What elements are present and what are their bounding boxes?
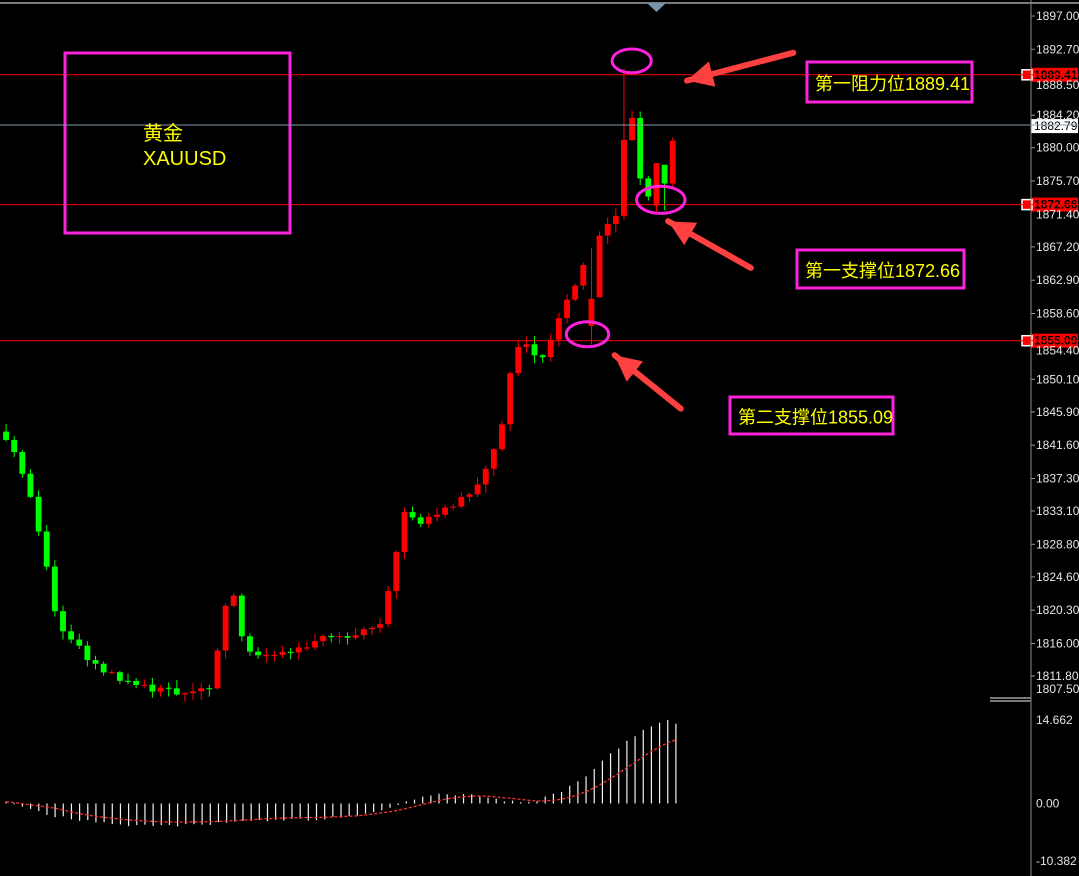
- svg-text:XAUUSD: XAUUSD: [143, 148, 226, 170]
- svg-text:0.00: 0.00: [1036, 797, 1060, 811]
- svg-text:1841.60: 1841.60: [1036, 438, 1079, 452]
- svg-text:1871.40: 1871.40: [1036, 208, 1079, 222]
- svg-text:1807.50: 1807.50: [1036, 682, 1079, 696]
- svg-text:第二支撑位1855.09: 第二支撑位1855.09: [738, 408, 893, 428]
- svg-text:14.662: 14.662: [1036, 713, 1073, 727]
- svg-text:1824.60: 1824.60: [1036, 570, 1079, 584]
- svg-text:1820.30: 1820.30: [1036, 603, 1079, 617]
- svg-text:1888.50: 1888.50: [1036, 78, 1079, 92]
- svg-text:1880.00: 1880.00: [1036, 141, 1079, 155]
- svg-text:1850.10: 1850.10: [1036, 372, 1079, 386]
- svg-text:1858.60: 1858.60: [1036, 307, 1079, 321]
- svg-text:1833.10: 1833.10: [1036, 504, 1079, 518]
- svg-text:第一阻力位1889.41: 第一阻力位1889.41: [815, 74, 970, 94]
- svg-text:1854.40: 1854.40: [1036, 344, 1079, 358]
- svg-text:1816.00: 1816.00: [1036, 637, 1079, 651]
- svg-text:1845.90: 1845.90: [1036, 405, 1079, 419]
- svg-text:黄金: 黄金: [143, 122, 183, 145]
- svg-text:1862.90: 1862.90: [1036, 273, 1079, 287]
- svg-text:1882.79: 1882.79: [1034, 119, 1078, 133]
- svg-text:1892.70: 1892.70: [1036, 42, 1079, 56]
- svg-text:1867.20: 1867.20: [1036, 240, 1079, 254]
- svg-text:1897.00: 1897.00: [1036, 9, 1079, 23]
- svg-text:1875.70: 1875.70: [1036, 174, 1079, 188]
- svg-text:1837.30: 1837.30: [1036, 472, 1079, 486]
- svg-text:-10.382: -10.382: [1036, 854, 1077, 868]
- svg-text:1828.80: 1828.80: [1036, 537, 1079, 551]
- svg-text:第一支撑位1872.66: 第一支撑位1872.66: [805, 261, 960, 281]
- svg-text:1811.80: 1811.80: [1036, 669, 1079, 683]
